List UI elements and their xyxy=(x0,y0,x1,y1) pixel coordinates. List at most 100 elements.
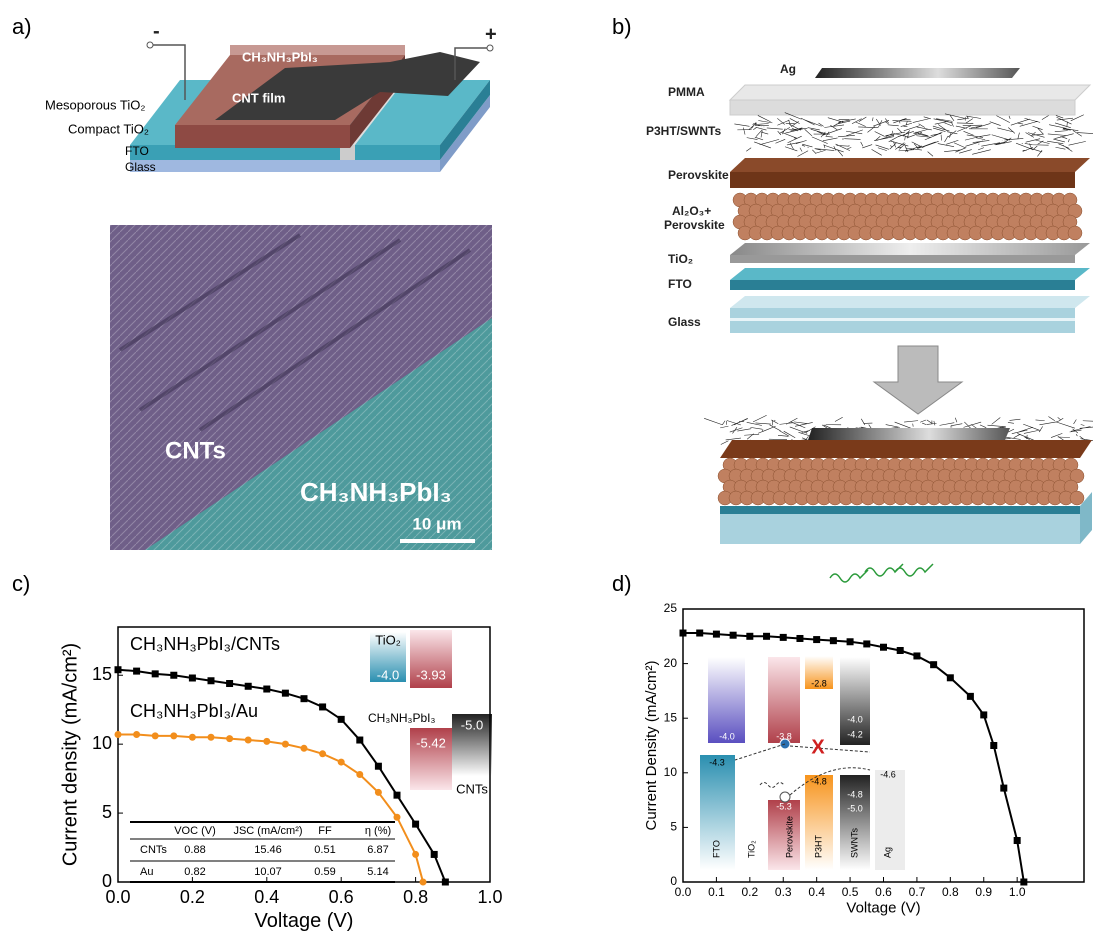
label: Perovskite xyxy=(668,168,729,182)
marker xyxy=(847,638,854,645)
table-cell: CNTs xyxy=(140,844,167,856)
label: -4.3 xyxy=(709,757,725,767)
fibers xyxy=(734,113,1093,157)
marker xyxy=(1014,837,1021,844)
column-label: TiO₂ xyxy=(746,840,756,858)
marker xyxy=(780,634,787,641)
label: - xyxy=(153,20,160,42)
marker xyxy=(319,750,326,757)
y-tick-label: 10 xyxy=(664,765,678,779)
label: FTO xyxy=(668,277,692,291)
x-axis-label: Voltage (V) xyxy=(255,910,354,932)
marker xyxy=(1020,879,1027,886)
x-tick-label: 0.7 xyxy=(909,885,926,899)
label: -4.6 xyxy=(880,769,896,779)
series-label: CH₃NH₃PbI₃/CNTs xyxy=(130,634,280,654)
marker xyxy=(375,763,382,770)
y-tick-label: 10 xyxy=(92,733,112,753)
label: -5.0 xyxy=(461,717,483,732)
x-axis-label: Voltage (V) xyxy=(846,899,920,916)
label: Al₂O₃+ xyxy=(672,204,711,218)
label: -5.3 xyxy=(776,801,792,811)
label: -3.93 xyxy=(416,667,446,682)
panel-label: c) xyxy=(12,571,30,596)
label: -4.0 xyxy=(847,714,863,724)
marker xyxy=(133,731,140,738)
marker xyxy=(897,647,904,654)
label: CH₃NH₃PbI₃ xyxy=(300,477,452,507)
marker xyxy=(115,731,122,738)
x-tick-label: 0.5 xyxy=(842,885,859,899)
x-tick-label: 0.8 xyxy=(403,887,428,907)
label: Glass xyxy=(125,160,156,174)
sphere xyxy=(1068,226,1082,240)
y-tick-label: 5 xyxy=(102,802,112,822)
marker xyxy=(319,703,326,710)
marker xyxy=(863,640,870,647)
panel-label: d) xyxy=(612,571,632,596)
energy-inset: TiO₂ -4.0 -3.93 CH₃NH₃PbI₃ -5.42 -5.0 CN… xyxy=(368,630,492,796)
label: Ag xyxy=(780,62,796,76)
x-tick-label: 0.4 xyxy=(808,885,825,899)
marker xyxy=(830,637,837,644)
marker xyxy=(208,734,215,741)
marker xyxy=(763,633,770,640)
x-tick-label: 0.9 xyxy=(975,885,992,899)
label: X xyxy=(811,736,825,758)
label: CNT film xyxy=(232,90,285,105)
label: FTO xyxy=(125,144,149,158)
x-tick-label: 1.0 xyxy=(1009,885,1026,899)
sphere xyxy=(1070,491,1084,505)
marker xyxy=(947,674,954,681)
marker xyxy=(730,632,737,639)
marker xyxy=(282,690,289,697)
column-label: SWNTs xyxy=(849,828,859,858)
panel-label: a) xyxy=(12,14,32,39)
marker xyxy=(226,735,233,742)
sem-image: CNTs CH₃NH₃PbI₃ 10 μm xyxy=(110,225,492,550)
column-label: FTO xyxy=(711,840,721,858)
table-header: VOC (V) xyxy=(174,825,216,837)
marker xyxy=(282,741,289,748)
marker xyxy=(170,732,177,739)
label: CH₃NH₃PbI₃ xyxy=(368,711,435,725)
panel-label: b) xyxy=(612,14,632,39)
y-axis-label: Current Density (mA/cm²) xyxy=(643,660,660,830)
label: 10 μm xyxy=(412,514,461,533)
marker xyxy=(412,851,419,858)
marker xyxy=(338,759,345,766)
label: Compact TiO₂ xyxy=(68,121,149,136)
marker xyxy=(189,734,196,741)
marker xyxy=(431,851,438,858)
label: Glass xyxy=(668,315,701,329)
marker xyxy=(263,738,270,745)
table-header: η (%) xyxy=(365,825,391,837)
marker xyxy=(813,636,820,643)
device-schematic: - + CH₃NH₃PbI₃ CNT film Mesoporous TiO₂ … xyxy=(45,20,497,174)
marker xyxy=(713,631,720,638)
label: -3.8 xyxy=(776,731,792,741)
marker xyxy=(301,695,308,702)
marker xyxy=(880,644,887,651)
marker xyxy=(356,737,363,744)
x-tick-label: 1.0 xyxy=(477,887,502,907)
layer-diagram: Ag PMMA P3HT/SWNTs Perovskite Al₂O₃+ Per… xyxy=(646,62,1093,582)
marker xyxy=(375,789,382,796)
marker xyxy=(263,686,270,693)
marker xyxy=(442,879,449,886)
marker xyxy=(208,677,215,684)
x-tick-label: 0.3 xyxy=(775,885,792,899)
label: CH₃NH₃PbI₃ xyxy=(242,49,318,64)
column-label: Perovskite xyxy=(784,816,794,858)
label: PMMA xyxy=(668,85,705,99)
y-tick-label: 5 xyxy=(670,820,677,834)
table-cell: 0.82 xyxy=(184,866,205,878)
label: -4.0 xyxy=(377,667,399,682)
y-axis-label: Current density (mA/cm²) xyxy=(59,643,81,866)
y-tick-label: 0 xyxy=(670,874,677,888)
marker xyxy=(394,792,401,799)
table-cell: 0.88 xyxy=(184,844,205,856)
marker xyxy=(967,693,974,700)
x-tick-label: 0.4 xyxy=(254,887,279,907)
